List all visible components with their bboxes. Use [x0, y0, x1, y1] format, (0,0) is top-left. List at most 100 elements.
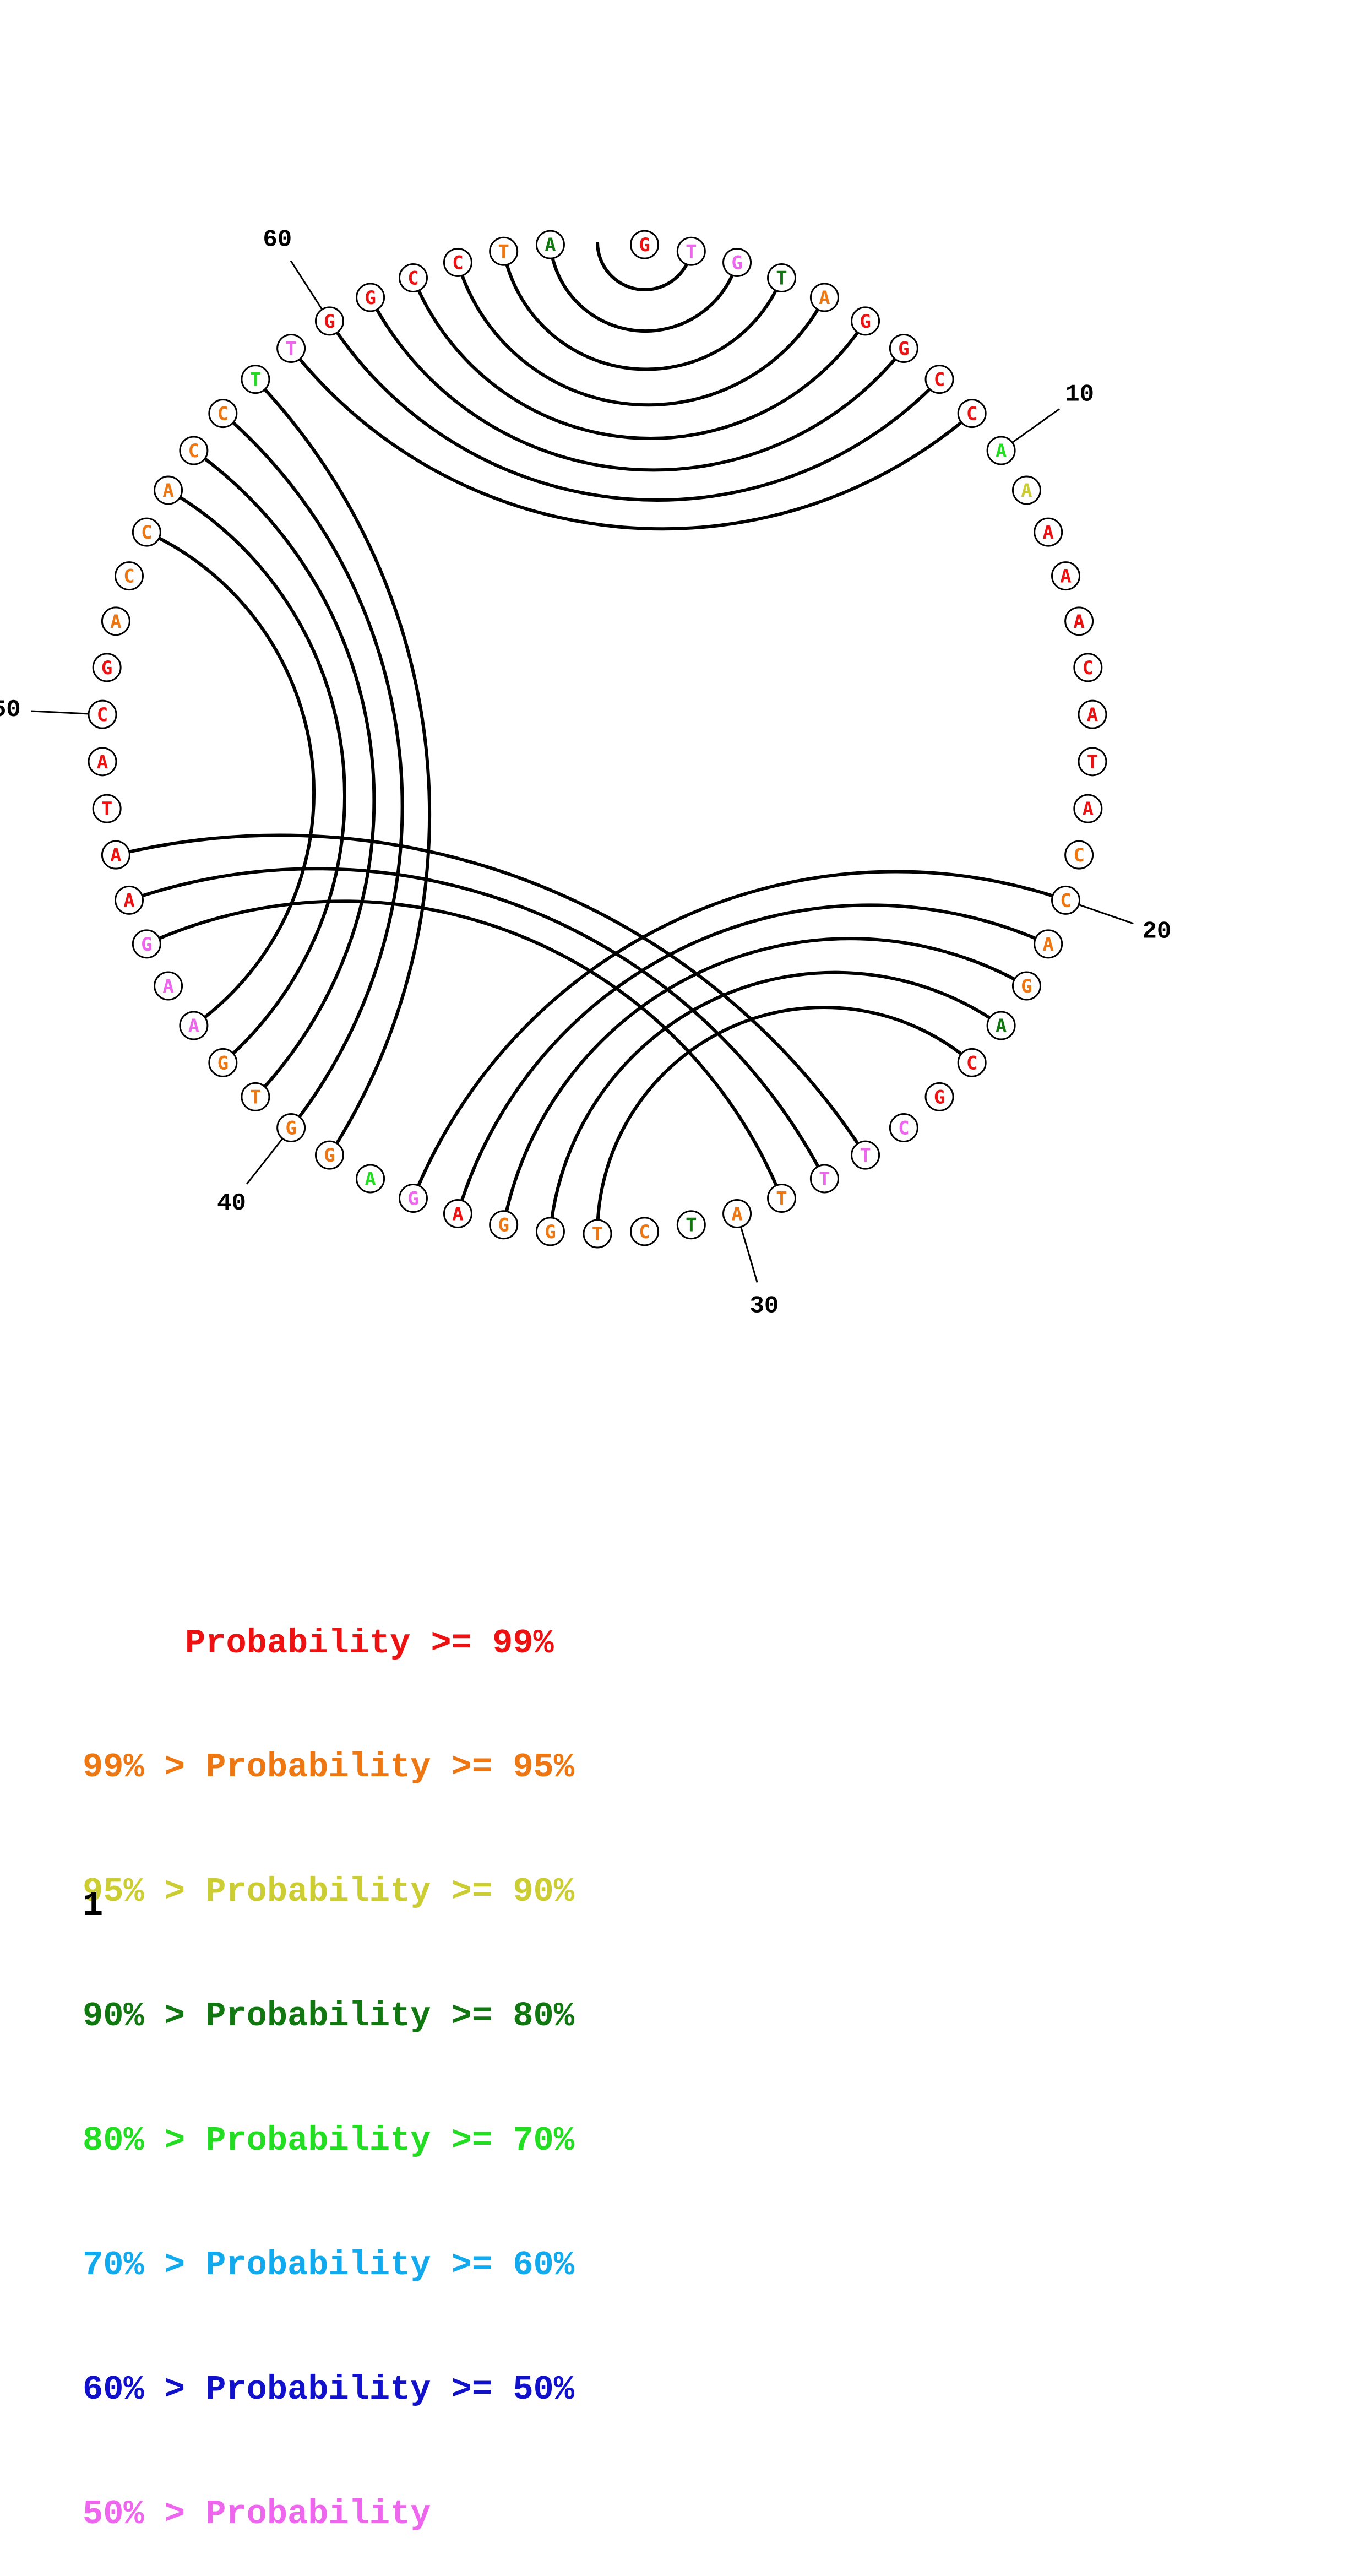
- base-pair-arc: [502, 937, 1027, 1225]
- page-number: 1: [83, 1886, 104, 1925]
- legend-row-1: Probability >= 99%: [83, 1623, 554, 1663]
- nucleotide: A: [1078, 699, 1107, 729]
- nucleotide-circle: [88, 747, 117, 777]
- nucleotide: G: [851, 306, 880, 336]
- nucleotide-letter: G: [498, 1214, 509, 1237]
- base-pair-arc: [596, 1006, 974, 1234]
- nucleotide: C: [924, 365, 954, 394]
- nucleotide-letter: A: [819, 287, 830, 309]
- nucleotide-circle: [924, 365, 954, 394]
- nucleotide-circle: [241, 365, 270, 394]
- nucleotide-letter: A: [1083, 798, 1094, 820]
- nucleotide: A: [356, 1164, 385, 1194]
- nucleotide: A: [88, 747, 117, 777]
- nucleotide-circle: [1051, 561, 1080, 591]
- legend-row-2: 99% > Probability >= 95%: [83, 1748, 574, 1787]
- index-leader-line: [246, 1138, 284, 1185]
- nucleotide: C: [132, 517, 161, 547]
- nucleotide: T: [1078, 747, 1107, 777]
- nucleotide-circle: [101, 840, 130, 870]
- nucleotide: T: [676, 236, 706, 266]
- nucleotide: C: [399, 263, 428, 292]
- nucleotide: A: [1064, 606, 1094, 636]
- nucleotide-circle: [1073, 794, 1103, 823]
- nucleotide-circle: [443, 1199, 472, 1229]
- nucleotide: G: [1011, 971, 1041, 1001]
- nucleotide: A: [535, 230, 565, 259]
- nucleotide-letter: C: [97, 704, 108, 726]
- nucleotide-letter: A: [188, 1015, 199, 1037]
- nucleotide-circle: [356, 1164, 385, 1194]
- nucleotide: A: [154, 971, 183, 1001]
- base-pair-arcs: [115, 242, 1067, 1234]
- nucleotide-letter: A: [123, 890, 134, 912]
- nucleotide: G: [356, 283, 385, 312]
- circle-plot: G TGTAGGCCAAAAACATACCAGACGCTTTATCTGGAGAGG…: [0, 226, 1171, 1320]
- nucleotide-letter: T: [250, 1086, 261, 1108]
- nucleotide-circle: [154, 475, 183, 505]
- nucleotide: C: [88, 699, 117, 729]
- nucleotide-letter: G: [324, 311, 335, 333]
- nucleotide: T: [767, 1184, 796, 1213]
- nucleotide-letter: A: [1042, 934, 1053, 956]
- base-pair-arc: [328, 320, 941, 502]
- base-pair-arc: [411, 277, 867, 441]
- nucleotide-circle: [809, 283, 839, 312]
- nucleotide-letter: G: [101, 657, 112, 679]
- nucleotide: A: [154, 475, 183, 505]
- index-leader-line: [31, 710, 89, 715]
- base-pair-arc: [411, 870, 1067, 1199]
- nucleotide: G: [208, 1048, 238, 1077]
- nucleotide: G: [630, 230, 660, 259]
- nucleotide-circle: [443, 247, 472, 277]
- nucleotide-circle: [208, 399, 238, 429]
- nucleotide: A: [1034, 517, 1063, 547]
- nucleotide-circle: [851, 1140, 880, 1170]
- index-label: 10: [1065, 381, 1094, 408]
- nucleotide-letter: C: [1083, 657, 1094, 679]
- probability-legend: Probability >= 99% 99% > Probability >= …: [83, 1539, 574, 2576]
- nucleotide-circle: [314, 306, 344, 336]
- nucleotide-circle: [889, 334, 918, 364]
- nucleotide: C: [1073, 653, 1103, 682]
- nucleotide-letter: G: [1021, 975, 1032, 997]
- nucleotide: A: [1034, 929, 1063, 959]
- index-label: 40: [217, 1190, 246, 1217]
- nucleotide: A: [101, 840, 130, 870]
- nucleotide-circle: [535, 1217, 565, 1246]
- nucleotide: C: [957, 1048, 987, 1077]
- nucleotide-letter: G: [324, 1145, 335, 1167]
- nucleotide: G: [314, 306, 344, 336]
- nucleotide-letter: A: [545, 234, 556, 256]
- nucleotide-circle: [314, 1140, 344, 1170]
- base-pair-arc: [254, 378, 432, 1156]
- nucleotide-letter: A: [110, 611, 121, 633]
- nucleotide-letter: G: [731, 252, 742, 274]
- nucleotide-circle: [535, 230, 565, 259]
- nucleotide-letter: G: [545, 1221, 556, 1243]
- nucleotide: G: [132, 929, 161, 959]
- nucleotide-letter: G: [217, 1052, 229, 1074]
- nucleotide: C: [179, 436, 209, 465]
- nucleotide: G: [276, 1113, 306, 1142]
- legend-row-6: 70% > Probability >= 60%: [83, 2246, 574, 2285]
- legend-row-7: 60% > Probability >= 50%: [83, 2369, 574, 2409]
- base-pair-arc: [115, 833, 867, 1156]
- nucleotide-circle: [889, 1113, 918, 1142]
- nucleotide-letter: T: [686, 241, 697, 263]
- nucleotide-letter: C: [452, 252, 463, 274]
- nucleotide-letter: T: [776, 267, 787, 289]
- nucleotide-circle: [154, 971, 183, 1001]
- nucleotide-circle: [1051, 885, 1080, 915]
- nucleotide-circle: [767, 1184, 796, 1213]
- nucleotide-letter: C: [1073, 844, 1084, 866]
- legend-row-5: 80% > Probability >= 70%: [83, 2121, 574, 2161]
- index-label: 20: [1142, 918, 1171, 946]
- nucleotide: A: [1011, 475, 1041, 505]
- base-pair-arc: [596, 242, 693, 291]
- nucleotide-circle: [399, 1184, 428, 1213]
- nucleotide-letter: G: [141, 934, 152, 956]
- nucleotide-letter: G: [860, 311, 871, 333]
- index-leader-line: [1011, 408, 1060, 443]
- nucleotide-circle: [676, 1210, 706, 1240]
